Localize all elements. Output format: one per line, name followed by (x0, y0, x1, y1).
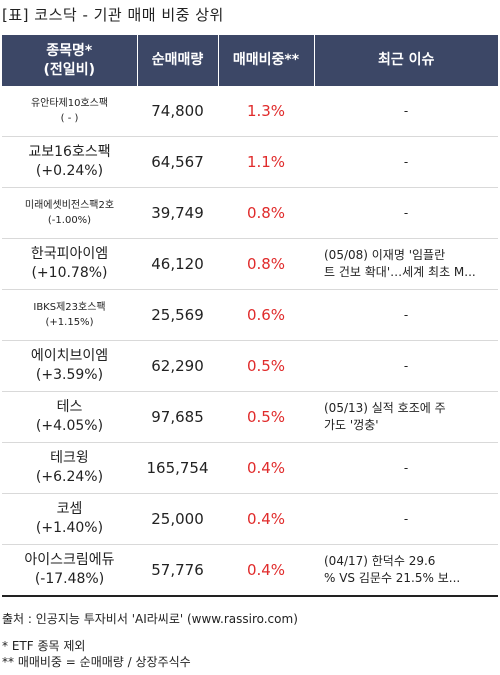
header-ratio: 매매비중** (218, 35, 315, 86)
issue-line: % VS 김문수 21.5% 보... (324, 571, 461, 585)
stock-name-cell: IBKS제23호스팩 (+1.15%) (2, 289, 137, 341)
table-header-row: 종목명* (전일비) 순매매량 매매비중** 최근 이슈 (2, 35, 498, 86)
recent-issue[interactable]: (04/17) 한덕수 29.6 % VS 김문수 21.5% 보... (314, 544, 498, 597)
price-change: (+1.15%) (45, 317, 94, 328)
table-row: 한국피아이엠 (+10.78%) 46,120 0.8% (05/08) 이재명 '임플… (2, 238, 498, 290)
trading-ratio: 1.1% (218, 136, 314, 188)
net-volume: 25,000 (137, 493, 218, 545)
price-change: (-17.48%) (34, 571, 105, 587)
footnote-ratio: ** 매매비중 = 순매매량 / 상장주식수 (2, 655, 191, 669)
recent-issue: - (314, 340, 498, 392)
recent-issue: - (314, 493, 498, 545)
issue-line: 가도 '껑충' (324, 418, 379, 432)
issue-line: - (403, 511, 409, 526)
recent-issue: - (314, 442, 498, 494)
trading-ratio: 0.8% (218, 238, 314, 290)
stock-name-cell: 코셈 (+1.40%) (2, 493, 137, 545)
table-row: 에이치브이엠 (+3.59%) 62,290 0.5% - (2, 340, 498, 392)
trading-ratio: 0.4% (218, 442, 314, 494)
table-row: 코셈 (+1.40%) 25,000 0.4% - (2, 493, 498, 545)
price-change: (+3.59%) (35, 367, 104, 383)
stock-name: IBKS제23호스팩 (33, 302, 106, 313)
price-change: (+1.40%) (35, 520, 104, 536)
table-row: IBKS제23호스팩 (+1.15%) 25,569 0.6% - (2, 289, 498, 341)
stock-name: 아이스크림에듀 (24, 552, 115, 568)
price-change: (+10.78%) (31, 265, 108, 281)
issue-line: (05/08) 이재명 '임플란 (324, 248, 446, 262)
stock-name-cell: 교보16호스팩 (+0.24%) (2, 136, 137, 188)
net-volume: 46,120 (137, 238, 218, 290)
issue-line: - (403, 205, 409, 220)
net-volume: 74,800 (137, 86, 218, 137)
trading-ratio: 0.8% (218, 187, 314, 239)
price-change: (+0.24%) (35, 163, 104, 179)
stock-name-cell: 아이스크림에듀 (-17.48%) (2, 544, 137, 597)
price-change: (+4.05%) (35, 418, 104, 434)
net-volume: 62,290 (137, 340, 218, 392)
stock-name-cell: 테스 (+4.05%) (2, 391, 137, 443)
recent-issue: - (314, 86, 498, 137)
institution-trading-table: 종목명* (전일비) 순매매량 매매비중** 최근 이슈 유안타제10호스팩 ( -… (2, 35, 498, 597)
trading-ratio: 0.5% (218, 340, 314, 392)
net-volume: 165,754 (137, 442, 218, 494)
source-note: 출처 : 인공지능 투자비서 'AI라씨로' (www.rassiro.com) (2, 612, 298, 626)
stock-name-cell: 에이치브이엠 (+3.59%) (2, 340, 137, 392)
header-name: 종목명* (전일비) (2, 35, 138, 86)
trading-ratio: 0.4% (218, 544, 314, 597)
issue-line: - (403, 103, 409, 118)
recent-issue: - (314, 187, 498, 239)
header-issue: 최근 이슈 (314, 35, 498, 86)
stock-name: 코셈 (56, 501, 83, 517)
net-volume: 97,685 (137, 391, 218, 443)
stock-name-cell: 유안타제10호스팩 ( - ) (2, 86, 137, 137)
stock-name: 테스 (56, 399, 83, 415)
table-row: 유안타제10호스팩 ( - ) 74,800 1.3% - (2, 86, 498, 137)
price-change: (+6.24%) (35, 469, 104, 485)
stock-name-cell: 한국피아이엠 (+10.78%) (2, 238, 137, 290)
header-volume: 순매매량 (137, 35, 219, 86)
table-row: 테스 (+4.05%) 97,685 0.5% (05/13) 실적 호조에 주 가도 '… (2, 391, 498, 443)
net-volume: 25,569 (137, 289, 218, 341)
stock-name: 교보16호스팩 (28, 144, 111, 160)
recent-issue: - (314, 136, 498, 188)
stock-name-cell: 테크윙 (+6.24%) (2, 442, 137, 494)
table-row: 미래에셋비전스팩2호 (-1.00%) 39,749 0.8% - (2, 187, 498, 239)
stock-name: 미래에셋비전스팩2호 (24, 200, 115, 211)
stock-name: 테크윙 (50, 450, 89, 466)
issue-line: (05/13) 실적 호조에 주 (324, 401, 446, 415)
stock-name-cell: 미래에셋비전스팩2호 (-1.00%) (2, 187, 137, 239)
net-volume: 39,749 (137, 187, 218, 239)
issue-line: - (403, 154, 409, 169)
price-change: ( - ) (60, 113, 79, 124)
footnote-etf: * ETF 종목 제외 (2, 639, 86, 653)
trading-ratio: 0.5% (218, 391, 314, 443)
issue-line: 트 건보 확대'…세계 최초 M... (324, 265, 476, 279)
issue-line: - (403, 460, 409, 475)
net-volume: 64,567 (137, 136, 218, 188)
table-row: 테크윙 (+6.24%) 165,754 0.4% - (2, 442, 498, 494)
price-change: (-1.00%) (47, 215, 92, 226)
issue-line: - (403, 307, 409, 322)
trading-ratio: 1.3% (218, 86, 314, 137)
recent-issue: - (314, 289, 498, 341)
stock-name: 에이치브이엠 (30, 348, 109, 364)
issue-line: (04/17) 한덕수 29.6 (324, 554, 436, 568)
table-row: 교보16호스팩 (+0.24%) 64,567 1.1% - (2, 136, 498, 188)
net-volume: 57,776 (137, 544, 218, 597)
stock-name: 한국피아이엠 (30, 246, 109, 262)
trading-ratio: 0.6% (218, 289, 314, 341)
page-title: [표] 코스닥 - 기관 매매 비중 상위 (2, 6, 224, 24)
table-row: 아이스크림에듀 (-17.48%) 57,776 0.4% (04/17) 한덕수 29… (2, 544, 498, 597)
issue-line: - (403, 358, 409, 373)
trading-ratio: 0.4% (218, 493, 314, 545)
stock-name: 유안타제10호스팩 (30, 98, 109, 109)
